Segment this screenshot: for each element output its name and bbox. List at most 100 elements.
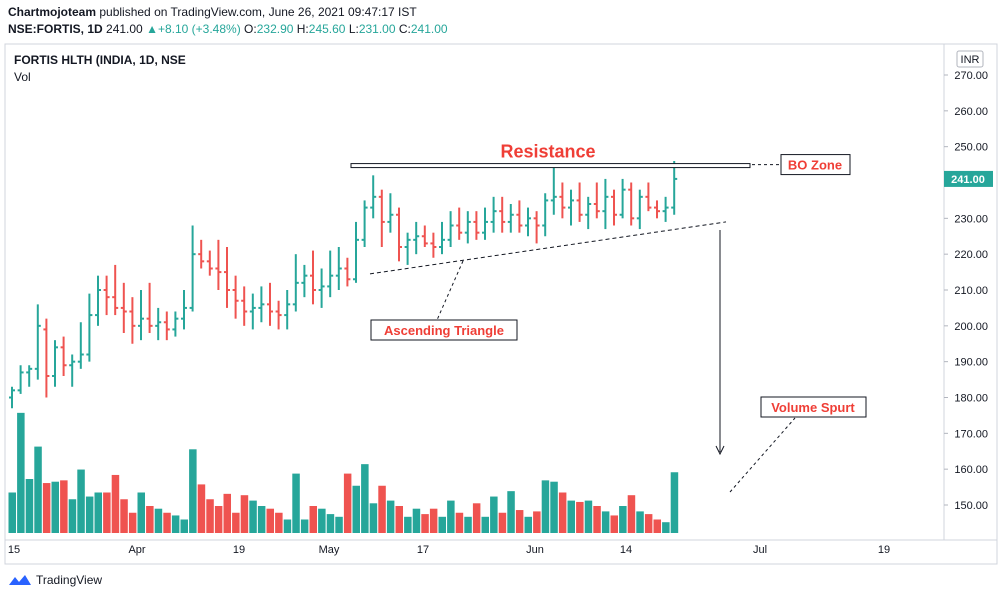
volume-bar: [481, 516, 489, 533]
open-value: 232.90: [256, 22, 294, 36]
volume-bar: [472, 503, 481, 533]
ohlc-bar: [568, 189, 574, 226]
volume-bar: [610, 515, 618, 533]
ohlc-bar: [26, 365, 33, 387]
volume-bar: [266, 508, 274, 533]
volume-bar: [42, 483, 51, 533]
volume-bar: [412, 508, 421, 533]
time-tick-label: 17: [417, 544, 429, 556]
ohlc-bar: [86, 293, 93, 362]
volume-bar: [85, 496, 94, 533]
volume-bar: [386, 500, 395, 533]
up-arrow-icon: ▲: [146, 22, 158, 36]
price-tick-label: 230.00: [954, 213, 988, 225]
time-tick-label: Apr: [128, 544, 145, 556]
ohlc-bar: [576, 182, 583, 222]
ohlc-bar: [413, 221, 420, 255]
high-value: 245.60: [308, 22, 346, 36]
time-tick-label: Jun: [526, 544, 544, 556]
time-tick-label: Jul: [753, 544, 767, 556]
price-tick-label: 250.00: [954, 142, 988, 154]
ohlc-bar: [232, 275, 239, 319]
volume-bar: [404, 516, 412, 533]
ohlc-bar: [103, 275, 110, 316]
ohlc-bar: [464, 211, 471, 244]
volume-bar: [644, 514, 653, 533]
ohlc-bar: [43, 318, 50, 398]
volume-bar: [292, 473, 300, 533]
volume-bar: [584, 500, 593, 533]
ohlc-bar: [146, 282, 153, 333]
ohlc-bar: [378, 189, 385, 247]
tradingview-brand: TradingView: [36, 573, 103, 587]
volume-bar: [662, 522, 670, 533]
volume-bar: [378, 485, 386, 533]
ohlc-bar: [671, 161, 678, 215]
tradingview-logo[interactable]: TradingView: [8, 573, 102, 587]
triangle-box: [370, 319, 518, 341]
volume-spurt-label: Volume Spurt: [771, 400, 855, 415]
ohlc-bar: [396, 207, 402, 262]
volume-bar: [309, 506, 317, 533]
ohlc-bar: [335, 247, 342, 290]
volume-bar: [171, 515, 180, 533]
bo-zone-label: BO Zone: [788, 158, 842, 173]
volume-bar: [326, 514, 335, 533]
high-label: H:: [296, 22, 309, 36]
volume-bar: [17, 412, 25, 533]
volume-bar: [576, 501, 584, 533]
currency-label: INR: [961, 54, 980, 66]
volume-bar: [111, 474, 120, 533]
volume-bar: [550, 481, 558, 533]
volume-bars: [8, 412, 679, 533]
ohlc-bar: [430, 232, 437, 258]
ohlc-bar: [112, 264, 119, 316]
volume-bar: [257, 506, 266, 533]
volume-bar: [197, 484, 206, 533]
ohlc-bar: [533, 211, 540, 244]
ohlc-bar: [490, 196, 497, 233]
ohlc-bar: [95, 275, 101, 326]
ohlc-bar: [155, 307, 162, 341]
volume-bar: [25, 479, 34, 533]
last-price-tag-bg: [944, 170, 993, 187]
ohlc-bar: [9, 386, 15, 409]
volume-bar: [533, 511, 541, 533]
volume-bar: [515, 510, 524, 533]
time-tick-label: 19: [878, 544, 890, 556]
ohlc-bar: [172, 311, 179, 337]
volume-indicator-label[interactable]: Vol: [14, 70, 31, 84]
volume-bar: [567, 500, 575, 533]
publish-info: Chartmojoteam published on TradingView.c…: [8, 5, 417, 19]
ohlc-bar: [17, 365, 24, 394]
currency-badge[interactable]: [956, 50, 984, 68]
volume-bar: [455, 512, 464, 533]
volume-bar: [524, 516, 532, 533]
volume-bar: [541, 480, 550, 533]
ascending-support-line: [369, 221, 727, 275]
volume-bar: [68, 499, 77, 533]
volume-bar: [137, 492, 145, 533]
ohlc-bar: [34, 304, 41, 380]
ohlc-header: NSE:FORTIS, 1D 241.00 ▲+8.10 (+3.48%) O:…: [8, 22, 448, 36]
ohlc-bar: [198, 239, 205, 269]
ohlc-bar: [275, 300, 282, 330]
volume-bar: [34, 446, 42, 533]
ohlc-bar: [593, 182, 600, 219]
ohlc-bar: [404, 232, 411, 265]
volume-bar: [60, 480, 68, 533]
author-name[interactable]: Chartmojoteam: [8, 5, 97, 19]
volume-bar: [636, 511, 644, 533]
time-tick-label: 19: [233, 544, 245, 556]
price-tick-label: 160.00: [954, 464, 988, 476]
volume-bar: [275, 512, 283, 533]
triangle-connector: [436, 260, 464, 321]
volume-bar: [103, 492, 111, 533]
ohlc-bar: [327, 250, 334, 298]
volume-spurt-box: [760, 396, 867, 418]
volume-bar: [120, 499, 128, 533]
price-tick-label: 170.00: [954, 428, 988, 440]
change-value: +8.10 (+3.48%): [157, 22, 241, 36]
volume-bar: [206, 499, 214, 533]
